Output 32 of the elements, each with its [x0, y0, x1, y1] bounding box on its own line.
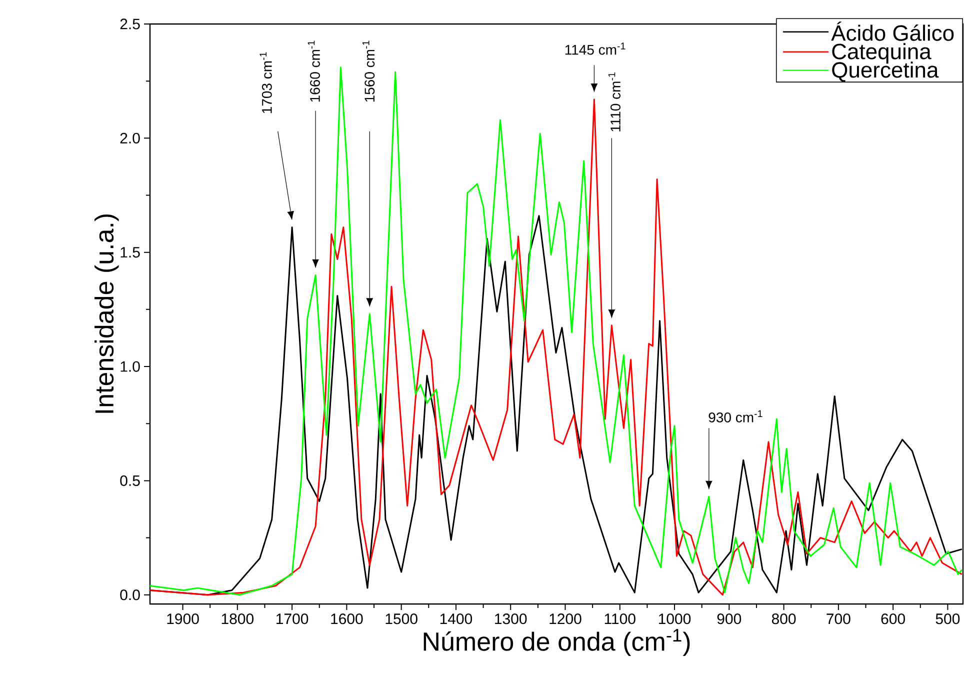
x-tick-label: 1400	[440, 614, 472, 624]
x-tick-label: 1900	[167, 614, 199, 624]
y-tick-label: 0.5	[120, 475, 140, 486]
annotation: 1110 cm$^{-1}$	[608, 72, 620, 132]
legend-label: Ácido Gálico	[831, 22, 954, 41]
x-tick-label: 1000	[658, 614, 691, 624]
y-tick-label: 2.0	[120, 132, 140, 144]
x-axis-title: Número de onda (cm$^{-1}$)	[424, 629, 690, 656]
x-tick-label: 1600	[331, 614, 363, 624]
annotation: 1660 cm$^{-1}$	[308, 40, 320, 102]
annotation: 1145 cm$^{-1}$	[565, 42, 626, 55]
y-axis-title: Intensidade (u.a.)	[94, 214, 119, 413]
x-tick-label: 1200	[550, 614, 582, 624]
y-tick-label: 1.0	[120, 361, 140, 372]
x-tick-label: 1100	[604, 614, 636, 624]
x-tick-label: 1500	[386, 614, 418, 624]
x-tick-label: 800	[772, 614, 796, 624]
annotation: 930 cm$^{-1}$	[708, 410, 762, 422]
x-tick-label: 1800	[222, 614, 254, 624]
annotation: 1703 cm$^{-1}$	[260, 52, 272, 114]
legend-label: Quercetina	[832, 62, 939, 82]
x-tick-label: 500	[936, 614, 960, 624]
y-tick-label: 2.5	[120, 18, 140, 30]
x-tick-label: 700	[826, 614, 850, 624]
y-tick-label: 0.0	[120, 590, 140, 600]
annotation: 1560 cm$^{-1}$	[362, 40, 375, 102]
x-tick-label: 1300	[495, 614, 527, 624]
y-tick-label: 1.5	[120, 247, 140, 258]
x-tick-label: 1700	[276, 614, 308, 624]
x-tick-label: 600	[881, 614, 905, 624]
x-tick-label: 900	[717, 614, 742, 624]
legend-label: Catequina	[832, 43, 932, 64]
